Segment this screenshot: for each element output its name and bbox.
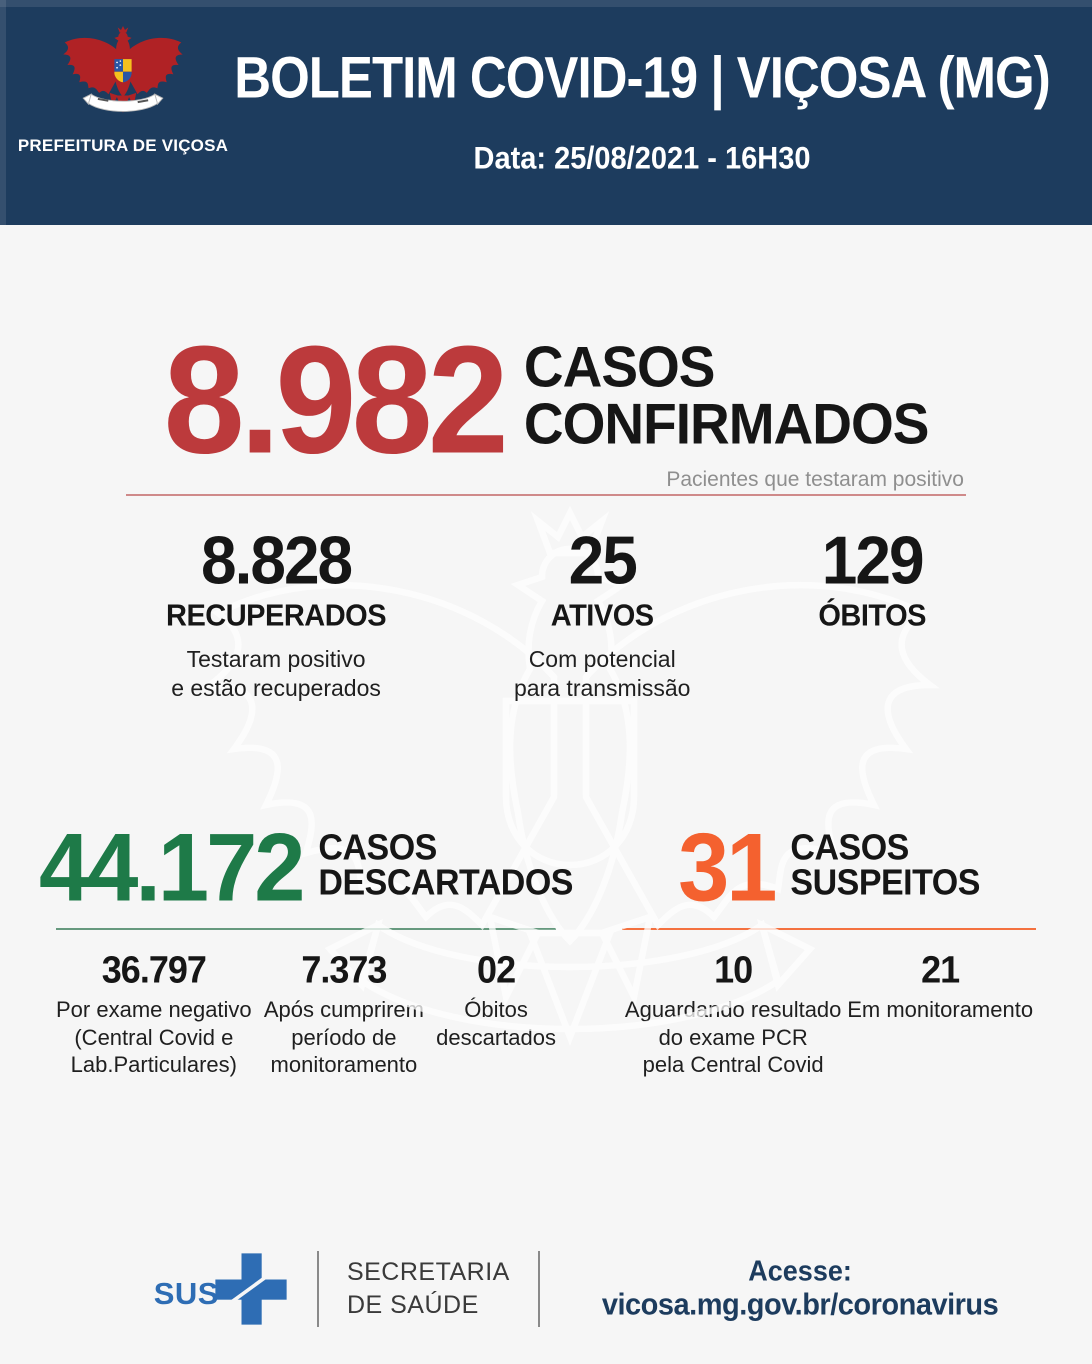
main-content: 8.982 CASOS CONFIRMADOS Pacientes que te…	[0, 323, 1092, 1079]
brand-name: PREFEITURA DE VIÇOSA	[17, 136, 229, 155]
prefeitura-crest-logo	[63, 25, 183, 113]
header-titles: BOLETIM COVID-19 | VIÇOSA (MG) Data: 25/…	[212, 0, 1072, 225]
awaiting-pcr-stat: 10 Aguardando resultado do exame PCR pel…	[624, 947, 842, 1079]
sus-cross-icon	[215, 1253, 287, 1325]
access-label: Acesse:	[748, 1254, 852, 1287]
discarded-count: 44.172	[39, 814, 305, 922]
discarded-divider	[56, 928, 556, 931]
recovered-stat: 8.828 RECUPERADOS Testaram positivo e es…	[166, 522, 387, 703]
monitoring-complete-count: 7.373	[301, 947, 387, 992]
confirmed-section: 8.982 CASOS CONFIRMADOS Pacientes que te…	[126, 323, 966, 703]
footer-divider-2	[537, 1250, 540, 1327]
footer-divider	[316, 1250, 319, 1327]
sus-logo: SUS	[154, 1251, 289, 1327]
recovered-count: 8.828	[200, 522, 353, 599]
suspected-label: CASOS SUSPEITOS	[790, 827, 980, 903]
active-count: 25	[568, 522, 638, 599]
confirmed-divider	[126, 494, 966, 497]
confirmed-substats: 8.828 RECUPERADOS Testaram positivo e es…	[126, 522, 966, 703]
suspected-substats: 10 Aguardando resultado do exame PCR pel…	[622, 947, 1036, 1079]
discarded-label: CASOS DESCARTADOS	[318, 827, 573, 903]
suspected-count: 31	[678, 814, 777, 922]
recovered-desc: Testaram positivo e estão recuperados	[171, 646, 381, 701]
awaiting-pcr-count: 10	[714, 947, 753, 992]
sus-label: SUS	[153, 1275, 219, 1311]
brand-block: PREFEITURA DE VIÇOSA	[18, 0, 228, 225]
date-label: Data:	[473, 141, 547, 177]
negative-exam-count: 36.797	[101, 947, 207, 992]
deaths-count: 129	[821, 522, 925, 599]
recovered-label: RECUPERADOS	[166, 599, 387, 634]
discarded-deaths-stat: 02 Óbitos descartados	[436, 947, 556, 1079]
header-bar: PREFEITURA DE VIÇOSA BOLETIM COVID-19 | …	[0, 0, 1092, 225]
secretaria-label: SECRETARIA DE SAÚDE	[346, 1258, 510, 1319]
monitoring-complete-stat: 7.373 Após cumprirem período de monitora…	[263, 947, 424, 1079]
awaiting-pcr-desc: Aguardando resultado do exame PCR pela C…	[624, 997, 842, 1078]
negative-exam-stat: 36.797 Por exame negativo (Central Covid…	[56, 947, 252, 1079]
date-value: 25/08/2021 - 16H30	[554, 141, 811, 177]
discarded-hero: 44.172 CASOS DESCARTADOS	[39, 819, 573, 916]
confirmed-count: 8.982	[163, 313, 509, 486]
in-monitoring-stat: 21 Em monitoramento	[847, 947, 1034, 1079]
confirmed-label: CASOS CONFIRMADOS	[523, 334, 930, 456]
access-block: Acesse: vicosa.mg.gov.br/coronavirus	[601, 1254, 999, 1322]
in-monitoring-desc: Em monitoramento	[847, 997, 1034, 1023]
active-stat: 25 ATIVOS Com potencial para transmissão	[514, 522, 691, 703]
bulletin-page: PREFEITURA DE VIÇOSA BOLETIM COVID-19 | …	[0, 0, 1092, 1327]
deaths-stat: 129 ÓBITOS	[818, 522, 926, 703]
discarded-substats: 36.797 Por exame negativo (Central Covid…	[56, 947, 556, 1079]
suspected-divider	[622, 928, 1036, 931]
page-title: BOLETIM COVID-19 | VIÇOSA (MG)	[234, 45, 1050, 110]
suspected-section: 31 CASOS SUSPEITOS 10 Aguardando resulta…	[622, 814, 1036, 1079]
confirmed-subtitle: Pacientes que testaram positivo	[666, 468, 964, 492]
suspected-hero: 31 CASOS SUSPEITOS	[622, 814, 1036, 922]
confirmed-hero: 8.982 CASOS CONFIRMADOS	[126, 323, 966, 477]
footer-bar: SUS SECRETARIA DE SAÚDE Acesse: vicosa.m…	[0, 1250, 1092, 1327]
in-monitoring-count: 21	[921, 947, 960, 992]
report-date: Data: 25/08/2021 - 16H30	[474, 142, 811, 178]
active-label: ATIVOS	[550, 599, 654, 634]
negative-exam-desc: Por exame negativo (Central Covid e Lab.…	[56, 997, 252, 1078]
monitoring-complete-desc: Após cumprirem período de monitoramento	[263, 997, 424, 1078]
deaths-label: ÓBITOS	[818, 599, 926, 634]
active-desc: Com potencial para transmissão	[514, 646, 691, 701]
access-url[interactable]: vicosa.mg.gov.br/coronavirus	[601, 1287, 999, 1322]
discarded-deaths-count: 02	[477, 947, 516, 992]
discarded-section: 44.172 CASOS DESCARTADOS 36.797 Por exam…	[39, 819, 573, 1079]
discarded-deaths-desc: Óbitos descartados	[436, 997, 556, 1050]
bottom-sections: 44.172 CASOS DESCARTADOS 36.797 Por exam…	[0, 814, 1092, 1079]
